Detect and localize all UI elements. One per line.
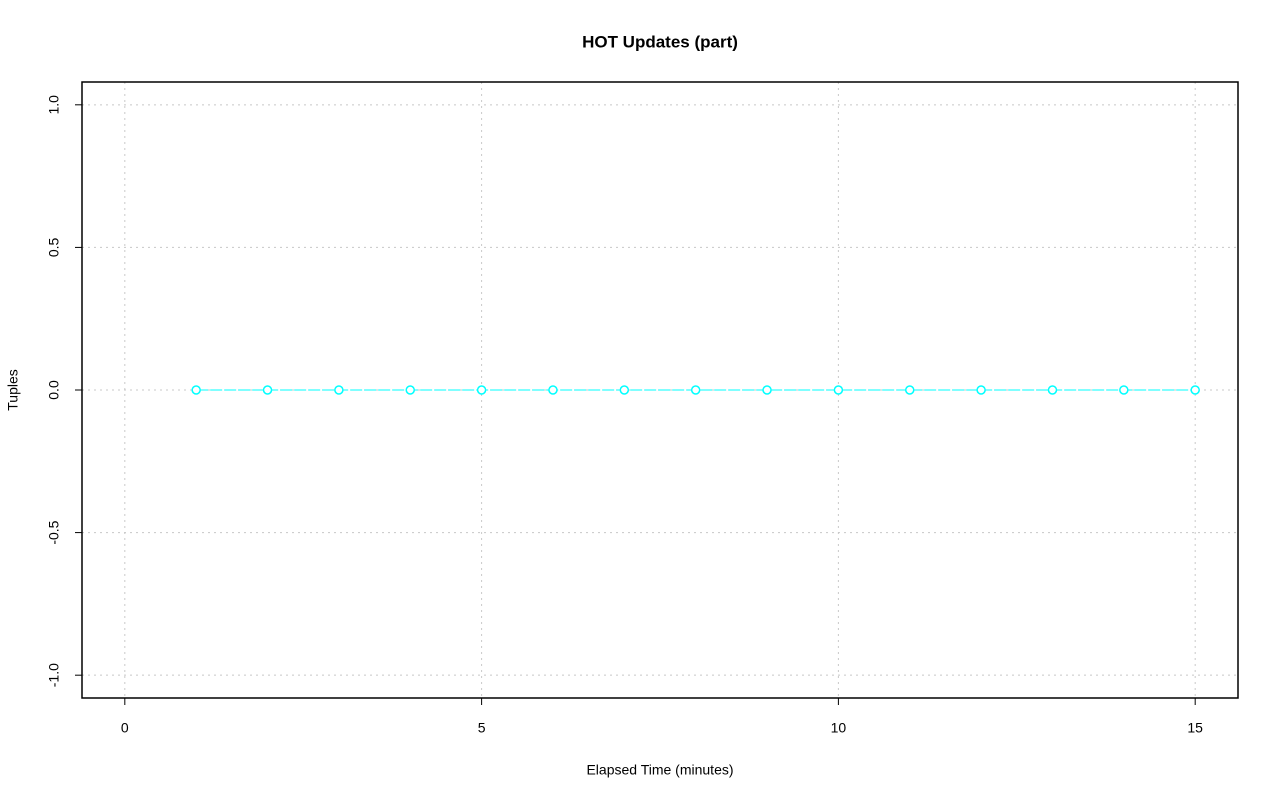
- point: [690, 385, 701, 395]
- point: [762, 385, 772, 395]
- point: [905, 385, 915, 395]
- point: [476, 385, 487, 395]
- point: [619, 385, 630, 395]
- y-tick-label: -0.5: [46, 520, 62, 544]
- point: [1047, 385, 1058, 395]
- y-tick-label: 0.0: [46, 380, 62, 400]
- point: [1190, 385, 1200, 395]
- y-axis-title: Tuples: [5, 369, 21, 411]
- point: [191, 385, 201, 395]
- chart-title: HOT Updates (part): [582, 32, 738, 51]
- point: [548, 385, 558, 395]
- y-tick-label: 0.5: [46, 237, 62, 257]
- point: [833, 385, 844, 395]
- plot-frame: [81, 81, 1239, 699]
- x-tick-label: 10: [831, 720, 847, 736]
- y-tick-label: -1.0: [46, 663, 62, 687]
- point: [976, 385, 986, 395]
- x-tick-label: 0: [121, 720, 129, 736]
- point: [334, 385, 344, 395]
- point: [405, 385, 415, 395]
- point: [262, 385, 273, 395]
- x-tick-label: 5: [478, 720, 486, 736]
- y-tick-label: 1.0: [46, 95, 62, 115]
- point: [1119, 385, 1129, 395]
- x-axis-title: Elapsed Time (minutes): [586, 762, 733, 778]
- x-tick-label: 15: [1187, 720, 1203, 736]
